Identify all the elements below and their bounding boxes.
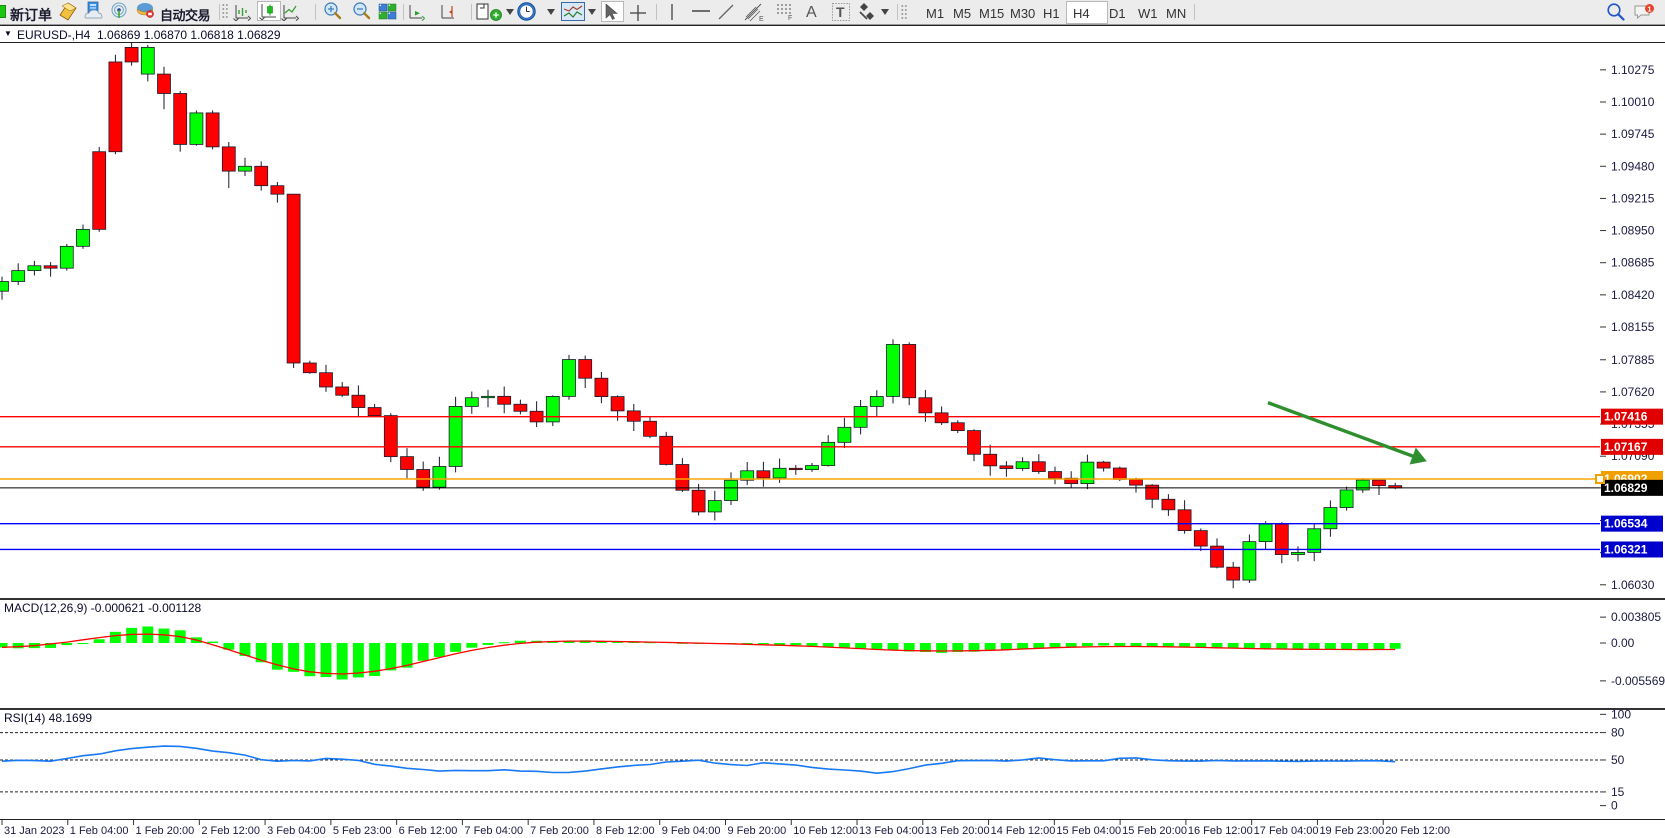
svg-text:RSI(14) 48.1699: RSI(14) 48.1699 — [4, 711, 92, 725]
svg-text:0: 0 — [1611, 799, 1618, 813]
svg-text:2 Feb 12:00: 2 Feb 12:00 — [201, 825, 260, 837]
svg-text:1.08155: 1.08155 — [1611, 320, 1655, 334]
svg-text:1.10275: 1.10275 — [1611, 63, 1655, 77]
svg-text:1.10010: 1.10010 — [1611, 95, 1655, 109]
svg-text:1.06829: 1.06829 — [1604, 481, 1648, 495]
svg-text:1: 1 — [1647, 4, 1651, 13]
svg-text:31 Jan 2023: 31 Jan 2023 — [4, 825, 65, 837]
svg-text:1.06534: 1.06534 — [1604, 517, 1648, 531]
svg-text:13 Feb 20:00: 13 Feb 20:00 — [925, 825, 990, 837]
svg-text:1.07620: 1.07620 — [1611, 385, 1655, 399]
svg-text:T: T — [836, 4, 845, 20]
svg-text:1 Feb 04:00: 1 Feb 04:00 — [70, 825, 129, 837]
svg-text:1.09480: 1.09480 — [1611, 159, 1655, 173]
svg-text:1.08685: 1.08685 — [1611, 256, 1655, 270]
svg-text:1.07885: 1.07885 — [1611, 353, 1655, 367]
svg-text:1.07416: 1.07416 — [1604, 410, 1648, 424]
svg-text:80: 80 — [1611, 726, 1625, 740]
svg-text:3 Feb 04:00: 3 Feb 04:00 — [267, 825, 326, 837]
svg-text:15 Feb 20:00: 15 Feb 20:00 — [1122, 825, 1187, 837]
svg-text:19 Feb 23:00: 19 Feb 23:00 — [1319, 825, 1384, 837]
svg-text:F: F — [788, 15, 792, 21]
svg-text:MACD(12,26,9) -0.000621 -0.001: MACD(12,26,9) -0.000621 -0.001128 — [4, 601, 202, 615]
svg-text:6 Feb 12:00: 6 Feb 12:00 — [399, 825, 458, 837]
svg-text:1.08420: 1.08420 — [1611, 288, 1655, 302]
svg-text:15: 15 — [1611, 785, 1625, 799]
svg-text:1.06321: 1.06321 — [1604, 542, 1648, 556]
svg-text:1.08950: 1.08950 — [1611, 224, 1655, 238]
svg-text:50: 50 — [1611, 753, 1625, 767]
svg-text:1.09215: 1.09215 — [1611, 191, 1655, 205]
svg-text:16 Feb 12:00: 16 Feb 12:00 — [1188, 825, 1253, 837]
svg-text:9 Feb 20:00: 9 Feb 20:00 — [727, 825, 786, 837]
svg-text:5 Feb 23:00: 5 Feb 23:00 — [333, 825, 392, 837]
svg-text:7 Feb 04:00: 7 Feb 04:00 — [464, 825, 523, 837]
svg-text:9 Feb 04:00: 9 Feb 04:00 — [662, 825, 721, 837]
svg-text:1 Feb 20:00: 1 Feb 20:00 — [136, 825, 195, 837]
svg-text:-0.005569: -0.005569 — [1611, 674, 1665, 688]
svg-text:13 Feb 04:00: 13 Feb 04:00 — [859, 825, 924, 837]
svg-text:0.00: 0.00 — [1611, 636, 1635, 650]
svg-text:100: 100 — [1611, 710, 1631, 721]
svg-text:8 Feb 12:00: 8 Feb 12:00 — [596, 825, 655, 837]
svg-text:0.003805: 0.003805 — [1611, 610, 1661, 624]
svg-text:15 Feb 04:00: 15 Feb 04:00 — [1056, 825, 1121, 837]
svg-text:7 Feb 20:00: 7 Feb 20:00 — [530, 825, 589, 837]
svg-text:1.09745: 1.09745 — [1611, 127, 1655, 141]
svg-text:E: E — [759, 16, 764, 22]
svg-text:17 Feb 04:00: 17 Feb 04:00 — [1254, 825, 1319, 837]
svg-text:10 Feb 12:00: 10 Feb 12:00 — [793, 825, 858, 837]
svg-text:1.07167: 1.07167 — [1604, 440, 1648, 454]
svg-text:20 Feb 12:00: 20 Feb 12:00 — [1385, 825, 1450, 837]
svg-text:1.06030: 1.06030 — [1611, 578, 1655, 592]
svg-text:14 Feb 12:00: 14 Feb 12:00 — [991, 825, 1056, 837]
